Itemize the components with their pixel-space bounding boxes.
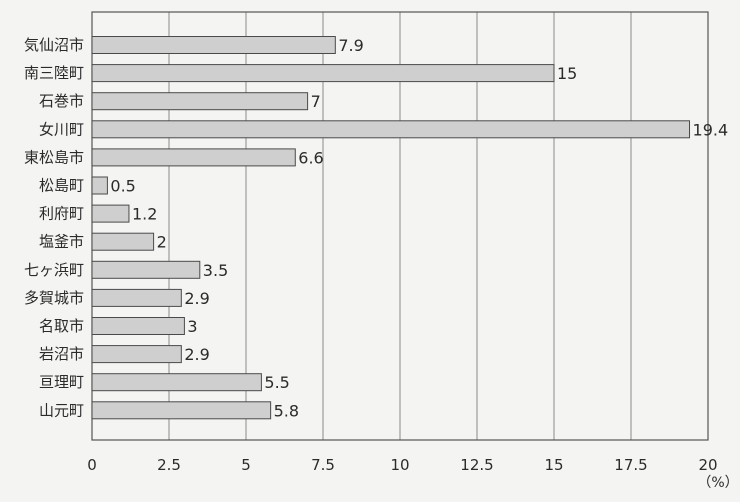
x-axis-unit-label: （%） bbox=[697, 475, 738, 491]
data-label: 1.2 bbox=[132, 205, 157, 224]
category-label: 松島町 bbox=[39, 177, 84, 195]
bar bbox=[91, 232, 155, 251]
category-label: 名取市 bbox=[39, 317, 84, 335]
category-label: 七ヶ浜町 bbox=[24, 261, 84, 279]
category-label: 女川町 bbox=[39, 120, 84, 138]
x-tick-label: 15 bbox=[544, 456, 563, 474]
bar bbox=[91, 317, 185, 335]
category-label: 塩釜市 bbox=[39, 233, 84, 251]
data-label: 3.5 bbox=[203, 261, 228, 280]
x-tick-label: 12.5 bbox=[460, 456, 493, 474]
data-label: 5.5 bbox=[264, 373, 289, 392]
category-label: 亘理町 bbox=[39, 373, 84, 391]
data-label: 7.9 bbox=[338, 36, 363, 55]
category-label: 石巻市 bbox=[39, 92, 84, 110]
bar bbox=[91, 36, 336, 54]
grid-layer bbox=[91, 11, 709, 441]
data-label: 7 bbox=[311, 92, 321, 111]
category-label: 利府町 bbox=[39, 205, 84, 223]
value-labels: 7.9 15 7 19.4 6.6 0.5 1.22 3.5 2.9 3 2.9 5.5 5.8 bbox=[110, 36, 728, 420]
bar bbox=[91, 120, 691, 139]
category-labels: 気仙沼市南三陸町石巻市女川町東松島市松島町利府町塩釜市七ヶ浜町多賀城市名取市岩沼… bbox=[24, 36, 84, 419]
data-label: 19.4 bbox=[693, 120, 729, 139]
category-label: 多賀城市 bbox=[24, 289, 84, 307]
x-tick-label: 0 bbox=[87, 456, 97, 474]
x-tick-label: 5 bbox=[241, 456, 251, 474]
bar bbox=[91, 373, 262, 392]
bars-layer bbox=[91, 36, 691, 420]
plot-frame bbox=[91, 11, 709, 441]
category-label: 南三陸町 bbox=[24, 64, 84, 82]
x-tick-label: 2.5 bbox=[157, 456, 181, 474]
bar bbox=[91, 204, 130, 223]
bar bbox=[91, 288, 182, 307]
data-label: 2.9 bbox=[184, 345, 209, 364]
data-label: 3 bbox=[187, 317, 197, 336]
data-label: 2.9 bbox=[184, 289, 209, 308]
data-label: 6.6 bbox=[298, 148, 323, 167]
category-label: 岩沼市 bbox=[39, 345, 84, 363]
data-label: 5.8 bbox=[274, 401, 299, 420]
x-tick-label: 20 bbox=[698, 456, 717, 474]
x-tick-label: 17.5 bbox=[614, 456, 647, 474]
bar bbox=[91, 345, 182, 364]
bar bbox=[91, 92, 309, 111]
x-tick-label: 7.5 bbox=[311, 456, 335, 474]
category-label: 山元町 bbox=[39, 401, 84, 419]
x-tick-labels: 0 2.5 5 7.5 10 12.5 15 17.5 20 bbox=[87, 456, 717, 474]
bar bbox=[91, 176, 108, 195]
category-label: 東松島市 bbox=[24, 148, 84, 166]
data-label: 0.5 bbox=[110, 177, 135, 196]
bar bbox=[91, 148, 296, 167]
bar bbox=[91, 260, 201, 279]
data-label: 2 bbox=[157, 233, 167, 252]
data-label: 15 bbox=[557, 64, 577, 83]
bar bbox=[91, 64, 555, 83]
x-tick-label: 10 bbox=[390, 456, 409, 474]
category-label: 気仙沼市 bbox=[24, 36, 84, 54]
bar bbox=[91, 401, 272, 420]
